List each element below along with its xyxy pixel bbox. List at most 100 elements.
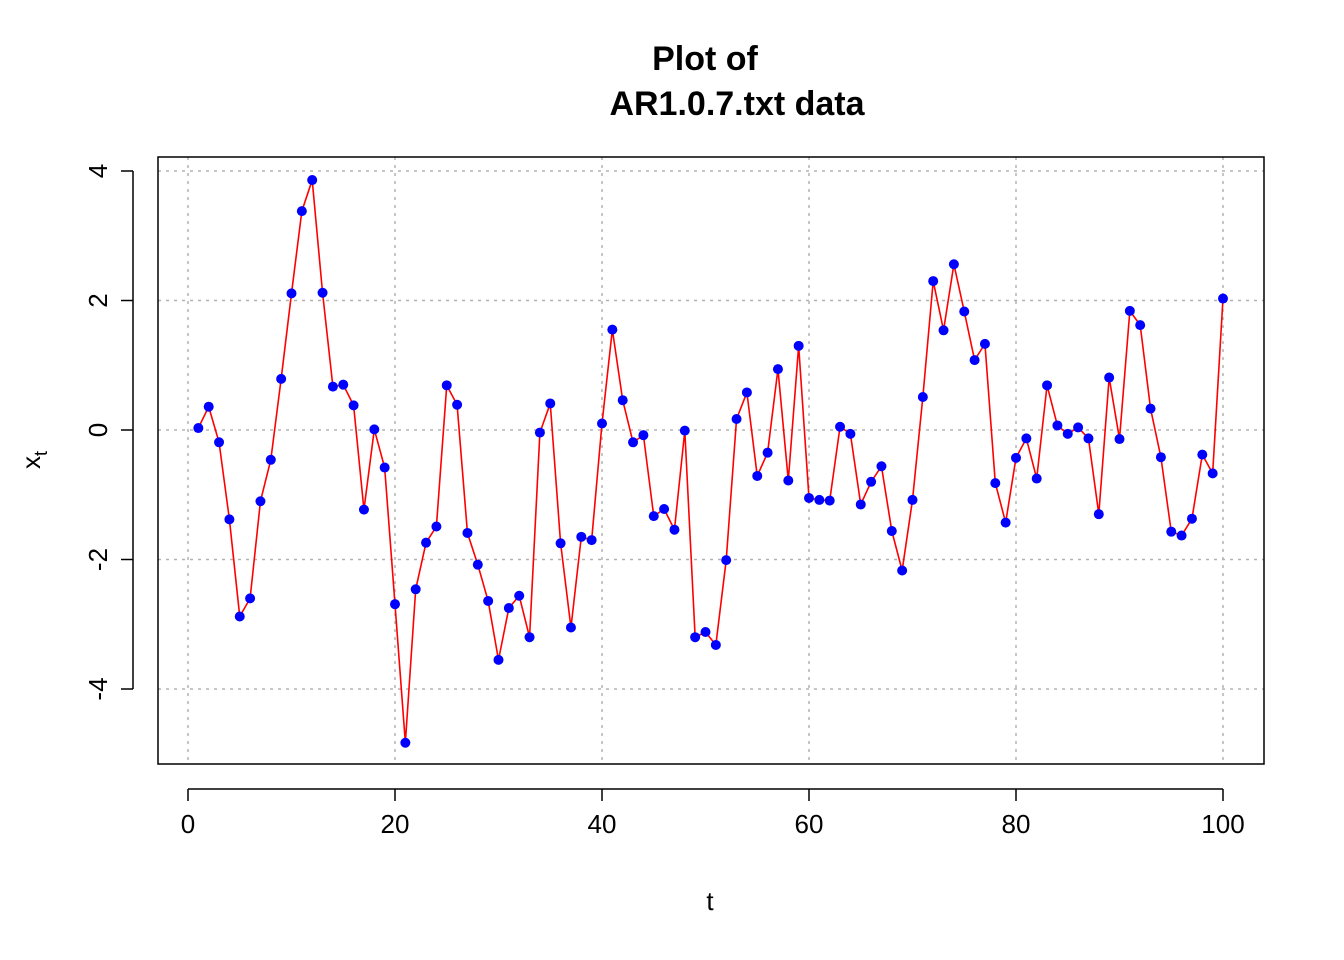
data-point — [1145, 403, 1156, 414]
data-point — [286, 288, 297, 299]
data-point — [762, 447, 773, 458]
data-point — [327, 381, 338, 392]
y-axis-label-main: x — [16, 456, 46, 469]
data-point — [824, 495, 835, 506]
data-point — [1114, 434, 1125, 445]
data-point — [1000, 517, 1011, 528]
data-point — [617, 395, 628, 406]
data-point — [390, 599, 400, 610]
data-point — [648, 511, 659, 522]
x-tick-label: 40 — [588, 809, 617, 839]
data-point — [979, 338, 990, 349]
data-point — [907, 494, 918, 505]
data-point — [348, 400, 359, 411]
data-point — [700, 627, 711, 638]
data-point — [783, 475, 794, 486]
y-axis-label: xt — [16, 451, 51, 469]
x-tick-label: 100 — [1201, 809, 1244, 839]
data-point — [421, 537, 432, 548]
data-point — [369, 424, 380, 435]
data-point — [472, 559, 483, 570]
y-tick-label: 0 — [83, 423, 113, 437]
data-point — [245, 593, 256, 604]
data-point — [1042, 380, 1053, 391]
data-point — [804, 492, 814, 503]
x-tick-label: 20 — [381, 809, 410, 839]
data-point — [576, 531, 587, 542]
data-point — [1104, 372, 1115, 383]
data-point — [845, 428, 856, 439]
data-point — [545, 398, 556, 409]
data-point — [772, 364, 783, 375]
x-tick-label: 80 — [1002, 809, 1031, 839]
data-point — [224, 514, 235, 525]
data-point — [193, 423, 204, 434]
data-point — [1073, 422, 1084, 433]
data-point — [628, 437, 639, 448]
data-point — [565, 622, 576, 633]
data-point — [917, 391, 928, 402]
data-point — [586, 535, 597, 546]
data-point — [514, 590, 525, 601]
grid — [158, 157, 1264, 764]
data-point — [534, 427, 545, 438]
data-point — [1186, 513, 1197, 524]
chart-title-line-1: Plot of — [652, 40, 758, 78]
data-point — [1052, 420, 1063, 431]
data-point — [638, 430, 649, 441]
data-point — [1011, 452, 1021, 463]
x-tick-label: 60 — [795, 809, 824, 839]
x-tick-label: 0 — [181, 809, 195, 839]
data-point — [1135, 320, 1146, 331]
data-point — [452, 399, 463, 410]
series-line-group — [197, 179, 1224, 744]
data-point — [203, 401, 214, 412]
data-point — [669, 524, 680, 535]
data-point — [1031, 473, 1042, 484]
plot-frame — [157, 156, 1265, 765]
data-point — [876, 461, 887, 472]
data-point — [379, 462, 390, 473]
data-point — [1021, 433, 1032, 444]
data-point — [731, 413, 742, 424]
data-point — [886, 526, 897, 537]
data-point — [1062, 428, 1073, 439]
data-point — [234, 611, 245, 622]
data-point — [607, 324, 618, 335]
x-axis-label: t — [706, 886, 714, 916]
data-point — [1155, 452, 1166, 463]
data-point — [710, 639, 721, 650]
data-point — [928, 276, 939, 287]
data-point — [431, 521, 442, 532]
data-point — [400, 737, 411, 748]
data-point — [1124, 305, 1135, 316]
data-point — [948, 259, 959, 270]
data-point — [721, 555, 732, 566]
data-point — [793, 340, 804, 351]
data-point — [255, 496, 266, 507]
y-tick-label: 4 — [83, 164, 113, 178]
data-point — [483, 595, 494, 606]
data-point — [752, 470, 763, 481]
series-points-group — [193, 175, 1228, 748]
data-point — [897, 565, 908, 576]
data-point — [493, 654, 504, 665]
chart-title-line-2: AR1.0.7.txt data — [609, 85, 865, 123]
data-point — [317, 287, 328, 298]
data-point — [503, 603, 514, 614]
data-point — [214, 437, 225, 448]
data-point — [866, 476, 877, 487]
data-point — [814, 494, 825, 505]
data-point — [265, 454, 276, 465]
data-point — [276, 373, 287, 384]
data-point — [690, 632, 701, 643]
svg-text:xt: xt — [16, 451, 51, 469]
data-point — [959, 306, 970, 317]
data-point — [1166, 526, 1177, 537]
data-point — [679, 425, 690, 436]
data-point — [741, 387, 752, 398]
data-point — [296, 206, 307, 217]
data-point — [441, 380, 452, 391]
data-point — [1083, 433, 1094, 444]
